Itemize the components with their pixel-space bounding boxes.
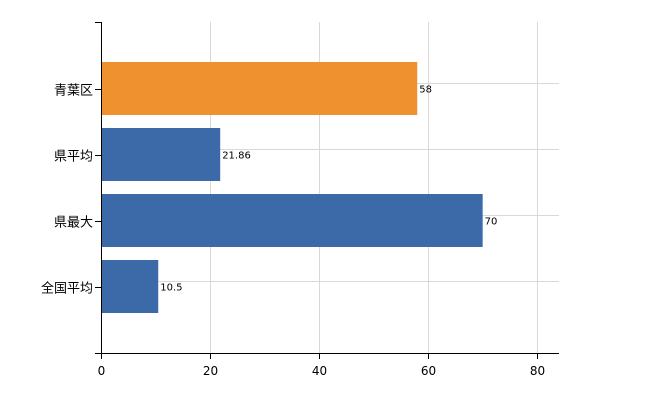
bar	[102, 260, 159, 313]
data-label: 21.86	[222, 151, 251, 162]
bar	[102, 62, 418, 115]
x-tick-label: 60	[421, 364, 436, 378]
x-tick-label: 40	[312, 364, 327, 378]
data-label: 58	[419, 85, 432, 96]
bar	[102, 128, 221, 181]
data-label: 70	[485, 217, 498, 228]
category-label: 県平均	[54, 150, 93, 165]
category-label: 全国平均	[41, 281, 93, 297]
label-layer: 58 21.86 70 10.5	[160, 85, 497, 294]
x-tick-label: 20	[203, 364, 218, 378]
bar	[102, 194, 483, 247]
category-label: 青葉区	[54, 84, 93, 99]
x-tick-label: 80	[530, 364, 545, 378]
data-label: 10.5	[160, 283, 182, 294]
bar-layer	[102, 62, 483, 313]
category-label: 県最大	[54, 216, 93, 231]
x-tick-label: 0	[98, 364, 106, 378]
